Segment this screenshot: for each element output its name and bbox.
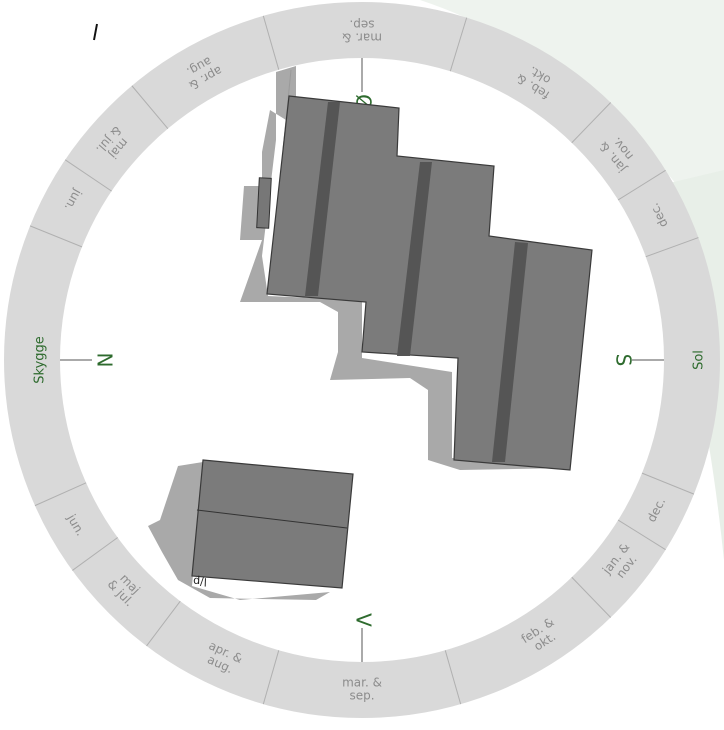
ring-divider xyxy=(444,650,462,705)
ring-dividers xyxy=(29,15,699,705)
ring-divider xyxy=(262,650,280,705)
sun-side-label: Sol xyxy=(692,350,707,370)
roof-ridge-1 xyxy=(305,102,340,296)
compass-south-label: S xyxy=(612,354,636,367)
ring-divider xyxy=(64,159,112,192)
main-building xyxy=(256,95,593,471)
ring-divider xyxy=(571,576,612,618)
calendar-ring xyxy=(4,2,720,718)
ring-divider xyxy=(146,600,181,647)
shadow-side-label: Skygge xyxy=(33,336,48,384)
compass-north-label: N xyxy=(93,353,117,368)
ring-divider xyxy=(645,237,699,258)
ring-divider xyxy=(72,537,118,571)
corner-mark xyxy=(93,23,98,41)
ring-divider xyxy=(131,85,169,129)
month-label-lower-2: apr. &aug. xyxy=(201,638,245,678)
ring-divider xyxy=(34,482,87,507)
ring-divider xyxy=(449,17,468,72)
small-building-ridge xyxy=(196,509,348,529)
roof-vent xyxy=(256,177,272,229)
roof-ridge-2 xyxy=(397,162,432,356)
ring-divider xyxy=(262,15,280,70)
ring-divider xyxy=(641,472,695,495)
small-building-roof xyxy=(191,459,354,589)
compass-west-label: V xyxy=(352,613,376,627)
ring-divider xyxy=(29,225,83,248)
ring-divider xyxy=(571,102,612,144)
roof-ridge-3 xyxy=(492,242,528,462)
ring-divider xyxy=(617,519,666,551)
ring-divider xyxy=(617,169,666,201)
small-building-label: l/p xyxy=(193,575,207,588)
month-label-upper-3: mar. &sep. xyxy=(342,17,382,44)
small-building: l/p xyxy=(191,459,354,589)
month-label-lower-3: mar. & sep. xyxy=(342,675,382,702)
background-wash xyxy=(420,0,724,250)
